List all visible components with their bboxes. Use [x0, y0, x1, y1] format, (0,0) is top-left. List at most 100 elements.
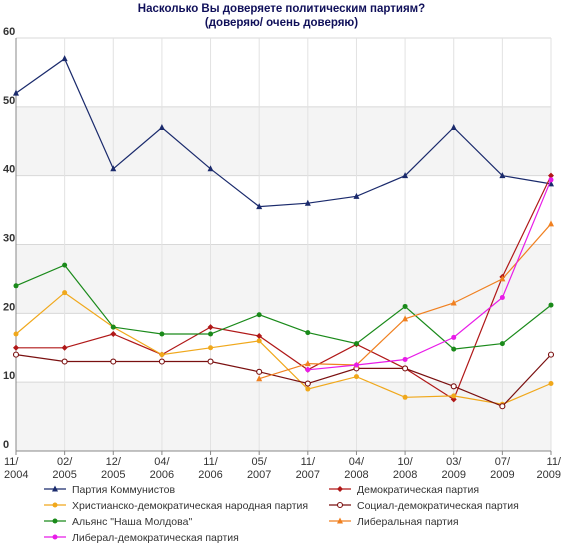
data-point-marker	[305, 386, 311, 392]
series-line	[15, 354, 552, 408]
axes	[15, 38, 551, 452]
data-point-marker	[547, 351, 555, 358]
series	[13, 290, 554, 407]
series-line	[15, 291, 552, 405]
data-point-marker	[62, 290, 68, 296]
data-point-marker	[450, 383, 457, 390]
legend-item: Альянс "Наша Молдова"	[44, 516, 192, 528]
y-tick-label: 50	[3, 95, 15, 107]
data-point-marker	[110, 330, 117, 337]
data-point-marker	[207, 358, 214, 365]
chart-subtitle: (доверяю/ очень доверяю)	[204, 17, 359, 29]
data-point-marker	[207, 165, 214, 172]
data-point-marker	[256, 333, 263, 340]
series-group	[12, 55, 555, 410]
legend-label: Социал-демократическая партия	[357, 500, 519, 512]
data-point-marker	[256, 203, 263, 210]
data-point-marker	[208, 345, 214, 351]
legend-item: Либерал-демократическая партия	[44, 532, 239, 544]
plot-band	[16, 38, 551, 107]
series-line	[15, 264, 552, 350]
data-point-marker	[110, 324, 116, 330]
x-tick-label-bottom: 2006	[150, 469, 174, 481]
x-tick-label-top: 02/	[57, 456, 73, 468]
data-point-marker	[13, 331, 19, 337]
data-point-marker	[52, 534, 58, 540]
x-tick-label-bottom: 2009	[490, 469, 514, 481]
data-point-marker	[337, 486, 343, 492]
data-point-marker	[450, 299, 457, 306]
data-point-marker	[207, 324, 214, 331]
plot-band	[16, 175, 551, 245]
data-point-marker	[402, 394, 408, 400]
data-point-marker	[499, 403, 506, 410]
data-point-marker	[158, 123, 165, 130]
x-tick-label-top: 11/	[203, 456, 218, 468]
legend-label: Либеральная партия	[357, 516, 459, 528]
x-tick-label-bottom: 2007	[247, 469, 271, 481]
x-tick-label-bottom: 2008	[393, 469, 417, 481]
x-tick-label-top: 11/	[4, 456, 19, 468]
data-point-marker	[451, 346, 457, 352]
chart-title-block: Насколько Вы доверяете политическим парт…	[0, 2, 563, 30]
data-point-marker	[256, 338, 262, 344]
y-tick-label: 40	[3, 164, 15, 176]
x-tick-label-top: 11/	[547, 456, 562, 468]
data-point-marker	[499, 295, 505, 301]
data-point-marker	[451, 334, 457, 340]
legend-label: Либерал-демократическая партия	[72, 532, 239, 544]
data-point-marker	[159, 352, 165, 358]
series-line	[307, 179, 552, 371]
legend-item: Христианско-демократическая народная пар…	[44, 500, 308, 512]
data-point-marker	[61, 344, 68, 351]
plot-band	[16, 382, 551, 451]
plot-background	[16, 38, 551, 451]
x-tick-label-top: 04/	[349, 456, 365, 468]
data-point-marker	[158, 358, 165, 365]
legend-label: Партия Коммунистов	[72, 484, 175, 496]
data-point-marker	[61, 358, 68, 365]
data-point-marker	[451, 393, 457, 399]
data-point-marker	[159, 331, 165, 337]
data-point-marker	[499, 172, 506, 179]
data-point-marker	[304, 360, 311, 367]
data-point-marker	[13, 89, 19, 96]
legend-label: Демократическая партия	[357, 484, 479, 496]
data-point-marker	[256, 375, 263, 382]
data-point-marker	[337, 517, 343, 524]
data-point-marker	[450, 123, 457, 130]
x-tick-label-top: 10/	[397, 456, 413, 468]
x-tick-label-bottom: 2006	[198, 469, 222, 481]
series	[13, 262, 554, 352]
data-point-marker	[548, 381, 554, 387]
y-axis-ticks: 0 10 20 30 40 50 60	[3, 26, 15, 451]
data-point-marker	[110, 358, 117, 365]
chart-title: Насколько Вы доверяете политическим парт…	[137, 3, 426, 15]
legend-label: Альянс "Наша Молдова"	[72, 516, 192, 528]
data-point-marker	[353, 374, 359, 380]
x-tick-label-bottom: 2004	[4, 469, 28, 481]
data-point-marker	[256, 368, 263, 375]
data-point-marker	[52, 518, 58, 524]
x-tick-label-top: 12/	[106, 456, 122, 468]
x-tick-label-top: 04/	[154, 456, 170, 468]
data-point-marker	[353, 362, 359, 368]
legend-label: Христианско-демократическая народная пар…	[72, 500, 308, 512]
x-tick-label-top: 07/	[495, 456, 511, 468]
data-point-marker	[61, 55, 68, 62]
x-tick-label-top: 03/	[446, 456, 462, 468]
data-point-marker	[52, 502, 58, 508]
plot-band	[16, 106, 551, 176]
y-tick-label: 30	[3, 233, 15, 245]
legend-item: Демократическая партия	[329, 484, 479, 496]
data-point-marker	[208, 331, 214, 337]
x-tick-label-bottom: 2007	[296, 469, 320, 481]
legend-item: Партия Коммунистов	[44, 484, 175, 496]
data-point-marker	[304, 199, 311, 206]
x-tick-label-top: 05/	[252, 456, 268, 468]
y-tick-label: 10	[3, 370, 15, 382]
x-tick-label-bottom: 2005	[52, 469, 76, 481]
data-point-marker	[62, 262, 68, 268]
x-tick-label-bottom: 2009	[537, 469, 561, 481]
